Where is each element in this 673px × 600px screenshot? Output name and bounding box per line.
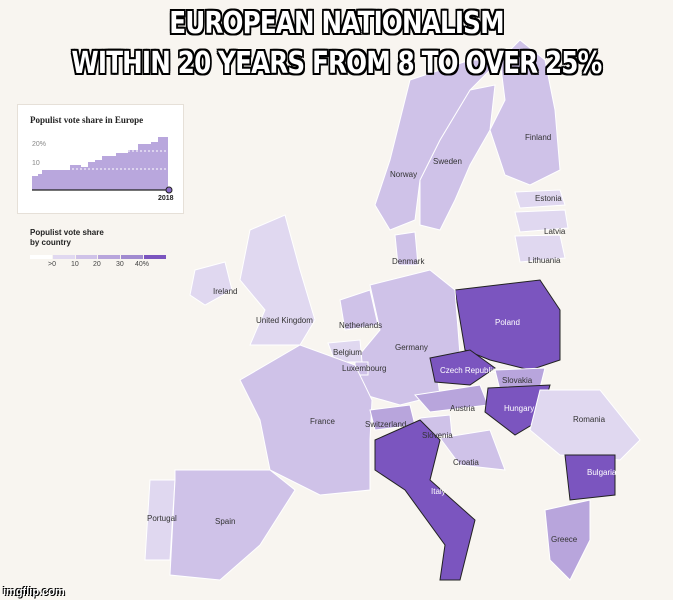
- country-bulgaria: [564, 454, 616, 501]
- inset-title: Populist vote share in Europe: [30, 115, 144, 125]
- country-latvia: [514, 209, 569, 233]
- country-lithuania: [514, 234, 566, 263]
- label-netherlands: Netherlands: [339, 321, 383, 330]
- label-slovenia: Slovenia: [422, 431, 453, 440]
- label-denmark: Denmark: [392, 257, 425, 266]
- legend-swatch: [121, 255, 144, 259]
- country-croatia: [439, 429, 506, 471]
- label-croatia: Croatia: [453, 458, 479, 467]
- country-spain: [169, 469, 296, 581]
- country-greece: [544, 499, 591, 581]
- country-germany: [354, 269, 461, 406]
- country-france: [239, 344, 373, 496]
- country-denmark: [394, 231, 419, 266]
- label-united-kingdom: United Kingdom: [256, 316, 313, 325]
- country-finland: [489, 39, 561, 186]
- legend-title: Populist vote share by country: [30, 228, 104, 247]
- label-belgium: Belgium: [333, 348, 362, 357]
- label-czech-republic: Czech Republic: [440, 366, 497, 375]
- country-portugal: [144, 479, 176, 561]
- label-hungary: Hungary: [504, 404, 535, 413]
- label-bulgaria: Bulgaria: [587, 468, 617, 477]
- label-austria: Austria: [450, 404, 475, 413]
- legend-swatch: [75, 255, 98, 259]
- end-marker: [165, 186, 173, 194]
- legend-bin-20: 20: [93, 261, 101, 268]
- label-norway: Norway: [390, 170, 418, 179]
- legend-bin-40: 40%: [135, 261, 150, 268]
- legend-bin-30: 30: [116, 261, 124, 268]
- label-ireland: Ireland: [213, 287, 238, 296]
- label-estonia: Estonia: [535, 194, 562, 203]
- meme-title-line1: EUROPEAN NATIONALISM: [169, 6, 504, 41]
- label-finland: Finland: [525, 133, 552, 142]
- country-united-kingdom: [239, 214, 316, 346]
- label-poland: Poland: [495, 318, 520, 327]
- legend-swatch: [52, 255, 75, 259]
- label-greece: Greece: [551, 535, 578, 544]
- legend-bin-0: >0: [48, 261, 56, 268]
- label-portugal: Portugal: [147, 514, 177, 523]
- country-romania: [529, 389, 641, 461]
- country-italy: [374, 419, 476, 581]
- label-italy: Italy: [431, 487, 446, 496]
- country-netherlands: [339, 289, 379, 331]
- legend-swatch: [98, 255, 121, 259]
- country-ireland: [189, 261, 233, 306]
- tick-10: 10: [32, 160, 40, 167]
- label-spain: Spain: [215, 517, 236, 526]
- country-czech-republic: [429, 349, 496, 386]
- legend-bin-10: 10: [71, 261, 79, 268]
- imgflip-watermark: imgflip.com: [3, 586, 65, 598]
- legend-swatch: [144, 255, 166, 259]
- country-norway: [374, 59, 502, 231]
- label-latvia: Latvia: [544, 227, 566, 236]
- label-lithuania: Lithuania: [528, 256, 561, 265]
- meme-title-line2: WITHIN 20 YEARS FROM 8 TO OVER 25%: [71, 46, 603, 81]
- populist-share-area: [32, 137, 168, 190]
- label-switzerland: Switzerland: [365, 420, 407, 429]
- country-estonia: [514, 189, 566, 209]
- legend-swatch: [30, 255, 52, 259]
- label-france: France: [310, 417, 335, 426]
- label-germany: Germany: [395, 343, 428, 352]
- legend-scale: [30, 255, 167, 259]
- label-romania: Romania: [573, 415, 606, 424]
- inset-chart: Populist vote share in Europe 20% 10 201…: [17, 104, 184, 214]
- label-slovakia: Slovakia: [502, 376, 533, 385]
- label-sweden: Sweden: [433, 157, 462, 166]
- label-luxembourg: Luxembourg: [342, 364, 387, 373]
- tick-20: 20%: [32, 141, 47, 148]
- year-label: 2018: [158, 195, 174, 202]
